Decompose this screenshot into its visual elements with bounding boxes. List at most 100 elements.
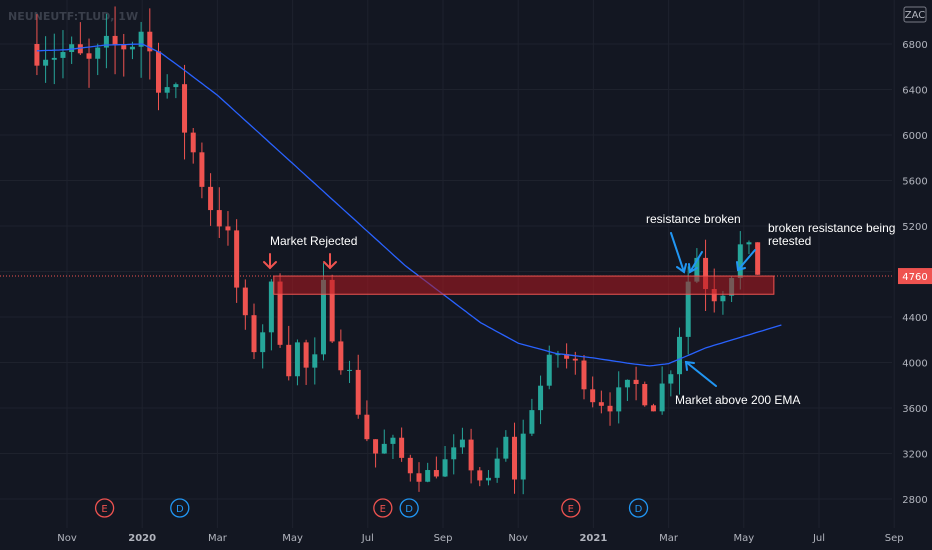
candle-body <box>711 289 717 302</box>
candle-body <box>112 35 118 45</box>
annotation-resistance-broken: resistance broken <box>646 212 741 226</box>
y-tick-label: 3600 <box>902 404 927 415</box>
annotation-above-ema: Market above 200 EMA <box>675 393 800 407</box>
candle-body <box>407 457 413 474</box>
candle-body <box>43 59 49 66</box>
x-tick-label: Jul <box>361 533 374 544</box>
candle-body <box>103 35 109 48</box>
candles <box>34 6 761 495</box>
x-tick-label: 2020 <box>128 533 156 544</box>
candle-body <box>147 31 153 52</box>
y-tick-label: 6800 <box>902 40 927 51</box>
y-tick-label: 4400 <box>902 313 927 324</box>
candle-body <box>433 470 439 477</box>
blue-arrow-resistance-2 <box>688 251 703 274</box>
candle-body <box>51 57 57 60</box>
x-tick-label: Mar <box>659 533 679 544</box>
candle-body <box>347 369 353 371</box>
candle-body <box>659 383 665 412</box>
candle-body <box>60 52 66 58</box>
candle-body <box>277 281 283 345</box>
y-tick-label: 3200 <box>902 450 927 461</box>
candle-body <box>451 447 457 460</box>
candle-body <box>720 295 726 302</box>
candle-body <box>616 387 622 412</box>
dividend-event-marker[interactable]: D <box>628 498 649 518</box>
candle-body <box>294 342 300 377</box>
x-tick-label: Nov <box>508 533 528 544</box>
candle-body <box>477 470 483 481</box>
candle-body <box>694 257 700 282</box>
y-tick-label: 5200 <box>902 222 927 233</box>
candle-body <box>338 341 344 371</box>
candle-body <box>129 46 135 50</box>
candle-body <box>355 369 361 415</box>
last-price-tag: 4760 <box>898 268 932 285</box>
svg-text:E: E <box>380 504 386 515</box>
blue-arrow-resistance <box>670 232 687 274</box>
candle-body <box>425 470 431 482</box>
candle-body <box>650 405 656 412</box>
y-tick-label: 4000 <box>902 359 927 370</box>
symbol-watermark: NEUNEUTF:TLUD, 1W <box>8 10 138 23</box>
candle-body <box>34 44 40 66</box>
candle-body <box>459 439 465 448</box>
candle-body <box>364 414 370 440</box>
candle-body <box>268 281 274 333</box>
x-tick-label: Sep <box>434 533 453 544</box>
candle-body <box>607 405 613 412</box>
candle-body <box>442 459 448 477</box>
candle-body <box>121 44 127 50</box>
annotation-market-rejected: Market Rejected <box>270 234 357 248</box>
candle-body <box>320 279 326 355</box>
candle-body <box>564 354 570 359</box>
candle-body <box>468 439 474 471</box>
dividend-event-marker[interactable]: D <box>399 498 419 518</box>
candle-body <box>155 51 161 93</box>
red-arrow-2 <box>323 253 337 270</box>
candle-body <box>546 354 552 386</box>
x-tick-label: May <box>282 533 303 544</box>
svg-text:D: D <box>635 504 643 515</box>
candle-body <box>312 354 318 368</box>
candle-body <box>86 53 92 59</box>
candle-body <box>225 226 231 231</box>
currency-badge[interactable]: ZAC <box>903 6 927 23</box>
earnings-event-marker[interactable]: E <box>94 498 115 518</box>
candle-body <box>598 402 604 406</box>
candle-body <box>642 384 648 406</box>
y-tick-label: 2800 <box>902 495 927 506</box>
earnings-event-marker[interactable]: E <box>561 498 581 518</box>
x-tick-label: Mar <box>208 533 228 544</box>
candle-body <box>286 344 292 377</box>
earnings-event-marker[interactable]: E <box>373 498 393 518</box>
candle-body <box>164 87 170 93</box>
svg-text:E: E <box>101 504 107 515</box>
ema-200-line <box>36 43 782 367</box>
candle-body <box>737 244 743 279</box>
candle-body <box>199 152 205 187</box>
candle-body <box>590 389 596 403</box>
candle-body <box>399 437 405 458</box>
annotation-retest-line2: retested <box>768 234 811 248</box>
candle-body <box>494 458 500 478</box>
x-tick-label: Sep <box>885 533 904 544</box>
candle-body <box>242 287 248 316</box>
candle-body <box>208 186 214 211</box>
x-tick-label: Jul <box>812 533 825 544</box>
y-tick-label: 6400 <box>902 86 927 97</box>
candle-body <box>520 433 526 480</box>
annotations: Market Rejected resistance broken broken… <box>270 212 895 407</box>
candle-body <box>173 84 179 88</box>
dividend-event-marker[interactable]: D <box>170 498 190 518</box>
candle-body <box>538 385 544 411</box>
svg-text:D: D <box>176 504 184 515</box>
candle-body <box>69 44 75 53</box>
blue-arrow-ema <box>684 360 717 387</box>
candle-body <box>416 473 422 482</box>
candle-body <box>677 336 683 375</box>
svg-text:ZAC: ZAC <box>905 10 926 21</box>
candle-body <box>746 242 752 245</box>
